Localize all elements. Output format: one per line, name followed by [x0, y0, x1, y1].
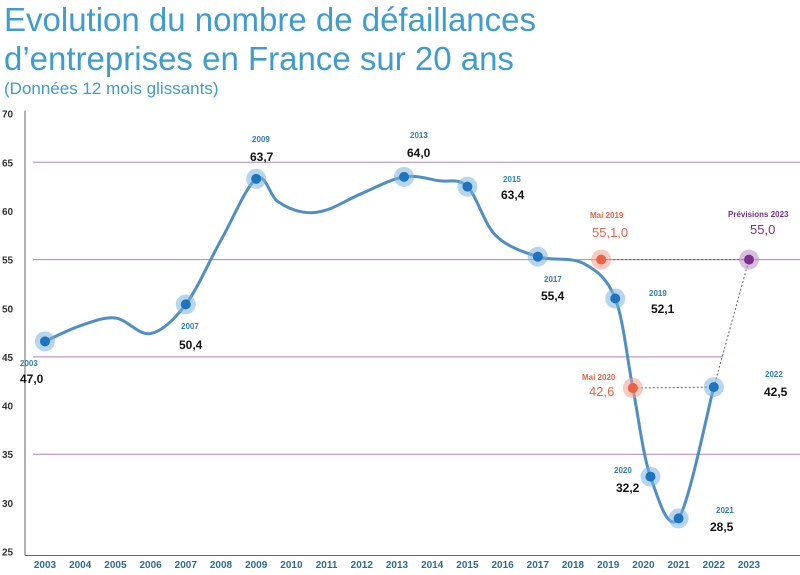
point-value-label: 63,7	[250, 150, 274, 164]
x-tick-label: 2014	[421, 560, 444, 571]
data-point	[708, 382, 719, 393]
highlight-value: 42,6	[589, 384, 614, 399]
y-tick-label: 35	[2, 450, 14, 461]
x-tick-label: 2007	[175, 560, 198, 571]
x-tick-label: 2018	[562, 560, 585, 571]
x-tick-label: 2009	[245, 560, 268, 571]
chart-title-line2: d’entreprises en France sur 20 ans	[4, 40, 514, 77]
x-tick-label: 2003	[34, 560, 57, 571]
x-tick-label: 2011	[316, 560, 338, 571]
x-tick-label: 2022	[703, 560, 726, 571]
y-tick-label: 45	[2, 353, 14, 364]
x-tick-label: 2021	[667, 560, 690, 571]
point-year-label: 2022	[765, 370, 783, 379]
y-tick-label: 25	[2, 548, 14, 559]
point-value-label: 63,4	[501, 188, 525, 202]
highlight-point	[744, 254, 754, 265]
x-tick-label: 2005	[104, 560, 127, 571]
y-tick-label: 60	[2, 207, 14, 218]
point-year-label: 2017	[544, 275, 562, 284]
data-point	[40, 336, 50, 347]
data-point	[645, 471, 656, 482]
point-year-label: 2019	[649, 289, 667, 298]
point-year-label: 2015	[503, 175, 521, 184]
point-value-label: 64,0	[407, 146, 431, 160]
point-value-label: 42,5	[764, 385, 788, 399]
x-tick-label: 2008	[210, 560, 233, 571]
data-point	[532, 251, 543, 262]
y-tick-label: 55	[2, 256, 14, 267]
point-year-label: 2003	[20, 359, 38, 368]
point-value-label: 52,1	[651, 302, 675, 316]
data-point	[462, 181, 473, 192]
x-tick-label: 2020	[632, 560, 655, 571]
data-point	[251, 173, 262, 184]
x-tick-label: 2023	[738, 560, 761, 571]
point-value-label: 47,0	[20, 372, 44, 386]
highlight-label: Mai 2020	[582, 373, 616, 382]
point-value-label: 28,5	[710, 520, 734, 534]
y-tick-label: 50	[2, 304, 14, 315]
x-tick-label: 2015	[456, 560, 479, 571]
chart-subtitle: (Données 12 mois glissants)	[4, 79, 219, 98]
point-year-label: 2013	[410, 131, 428, 140]
highlight-point	[627, 383, 638, 394]
dashed-link	[713, 259, 750, 388]
x-tick-label: 2010	[280, 560, 303, 571]
point-year-label: 2009	[252, 135, 270, 144]
data-point	[673, 513, 684, 524]
point-value-label: 50,4	[179, 338, 203, 352]
x-tick-label: 2006	[139, 560, 162, 571]
highlight-label: Prévisions 2023	[728, 210, 789, 219]
highlight-point	[596, 254, 607, 265]
point-value-label: 32,2	[616, 481, 640, 495]
y-tick-label: 70	[2, 110, 14, 121]
point-value-label: 55,4	[541, 289, 565, 303]
dashed-link	[632, 386, 714, 389]
x-tick-label: 2012	[351, 560, 374, 571]
highlight-label: Mai 2019	[590, 211, 624, 220]
data-point	[180, 299, 191, 310]
highlight-value: 55,0	[750, 222, 775, 237]
data-point	[610, 293, 621, 304]
x-tick-label: 2013	[386, 560, 409, 571]
highlight-value: 55,1,0	[592, 225, 628, 240]
y-tick-label: 40	[2, 402, 14, 413]
point-year-label: 2007	[181, 322, 199, 331]
x-tick-label: 2016	[491, 560, 514, 571]
x-tick-label: 2017	[527, 560, 550, 571]
chart-title-line1: Evolution du nombre de défaillances	[4, 1, 537, 38]
y-tick-label: 65	[2, 158, 14, 169]
y-tick-label: 30	[2, 499, 14, 510]
point-year-label: 2021	[716, 506, 734, 515]
x-tick-label: 2004	[69, 560, 92, 571]
point-year-label: 2020	[614, 466, 632, 475]
x-tick-label: 2019	[597, 560, 620, 571]
data-point	[399, 171, 410, 182]
